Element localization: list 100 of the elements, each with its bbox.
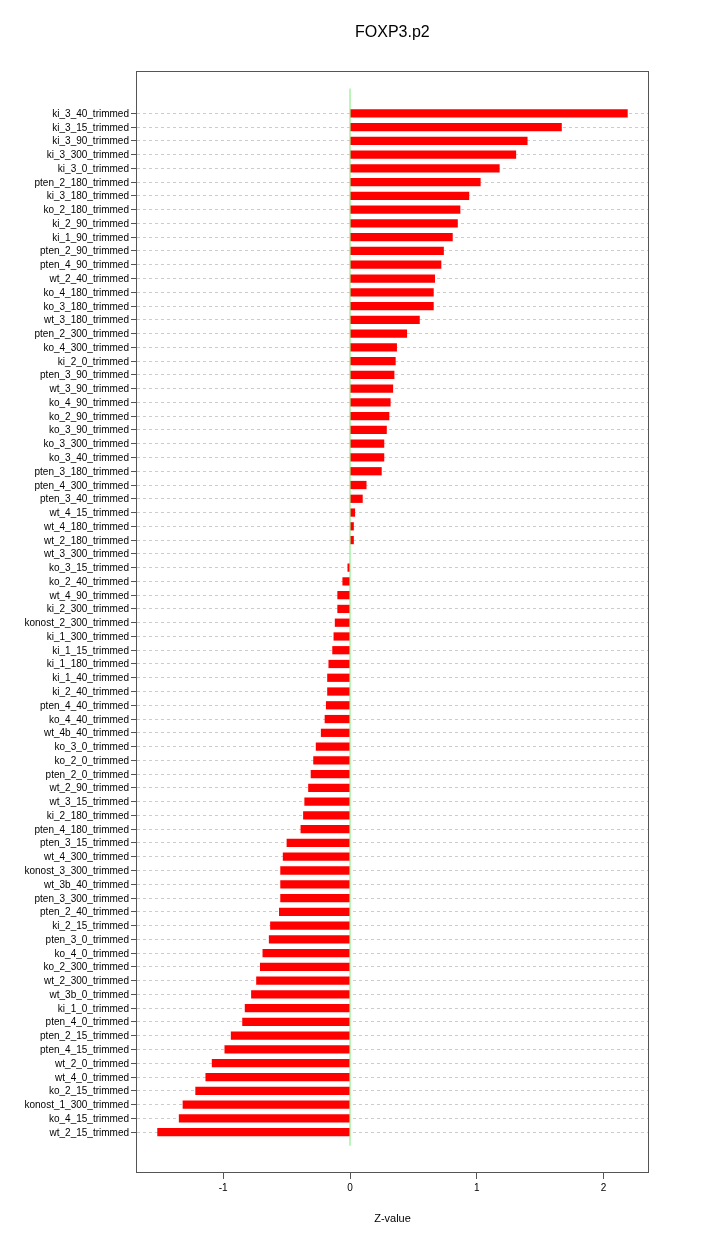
bar [280,893,351,903]
bar [350,178,481,187]
bar [350,329,408,338]
bar [280,866,351,875]
y-tick-label: konost_3_300_trimmed [24,865,129,876]
bar [224,1045,351,1054]
bar [303,811,351,820]
y-tick-label: pten_2_90_trimmed [40,245,129,257]
y-tick-label: ko_2_300_trimmed [43,961,129,973]
y-tick-label: ki_2_40_trimmed [52,686,129,698]
y-tick-label: wt_4b_40_trimmed [42,727,129,739]
y-tick-label: pten_3_180_trimmed [34,465,129,477]
bar [350,260,442,269]
y-tick-label: ko_3_300_trimmed [43,438,129,450]
bar [195,1086,351,1095]
bar [157,1127,351,1137]
y-tick-label: ko_4_90_trimmed [48,396,129,408]
y-tick-label: ki_1_300_trimmed [46,630,129,642]
chart-title: FOXP3.p2 [355,22,430,40]
bar [262,948,351,958]
y-tick-label: wt_3_180_trimmed [42,314,129,326]
bar [300,825,351,834]
y-tick-label: ko_4_15_trimmed [48,1112,129,1124]
bar [350,467,382,476]
y-tick-label: konost_1_300_trimmed [24,1099,129,1111]
bar [350,191,470,201]
bar [350,494,363,503]
bar [350,439,385,448]
y-tick-label: konost_2_300_trimmed [24,617,129,629]
y-tick-label: pten_2_0_trimmed [45,768,129,780]
y-tick-label: ki_3_0_trimmed [57,162,129,174]
bar [333,632,351,641]
y-tick-label: ki_2_0_trimmed [57,355,129,367]
bar [350,480,367,490]
bar [256,976,351,985]
bar [350,164,500,173]
x-tick-label: -1 [218,1182,229,1193]
bar [337,604,351,614]
bar [178,1114,351,1123]
y-tick-label: ki_1_90_trimmed [52,231,129,243]
x-tick-label: 0 [347,1182,354,1193]
bar [282,852,351,861]
bar [350,453,385,462]
bar [350,398,391,407]
y-tick-label: pten_3_90_trimmed [40,369,129,381]
y-tick-label: ko_4_180_trimmed [43,286,129,298]
bar [350,425,387,435]
y-tick-label: ko_3_0_trimmed [54,741,129,753]
y-tick-label: wt_2_300_trimmed [42,975,129,987]
y-tick-label: ko_3_90_trimmed [48,424,129,436]
bar [350,412,390,421]
bar [350,384,394,393]
y-tick-label: wt_3_90_trimmed [48,383,129,395]
bar [350,233,453,242]
bar [350,205,461,214]
bar [286,838,351,848]
bar [324,714,351,724]
y-tick-label: ko_3_15_trimmed [48,562,129,574]
bar [279,907,351,916]
y-tick-label: pten_2_180_trimmed [34,176,129,188]
y-tick-label: ki_2_90_trimmed [52,217,129,229]
y-tick-label: pten_4_90_trimmed [40,259,129,271]
y-tick-label: wt_3b_40_trimmed [42,878,129,890]
bar [270,921,351,930]
y-tick-label: ki_3_180_trimmed [46,190,129,202]
y-tick-label: pten_4_180_trimmed [34,823,129,835]
bar [308,783,351,793]
bar [328,659,351,669]
y-tick-label: pten_4_300_trimmed [34,479,129,491]
bar [327,687,351,696]
y-tick-label: pten_3_15_trimmed [40,837,129,849]
bar [350,109,628,118]
bar [320,728,351,737]
bar [350,150,517,159]
bar [350,246,444,256]
bar [244,1004,351,1013]
bar [350,315,420,324]
y-tick-label: ko_2_40_trimmed [48,575,129,587]
y-tick-label: ko_4_0_trimmed [54,947,129,959]
y-tick-label: pten_3_0_trimmed [45,933,129,945]
bar [337,591,351,600]
y-tick-label: wt_4_15_trimmed [48,507,129,519]
y-tick-label: pten_3_300_trimmed [34,892,129,904]
y-tick-label: wt_3_15_trimmed [48,796,129,808]
bar [350,343,397,352]
bar [350,274,435,283]
y-tick-label: ko_4_40_trimmed [48,713,129,725]
x-axis-title: Z-value [374,1212,411,1225]
bar [350,219,458,228]
y-tick-label: wt_2_0_trimmed [54,1057,129,1069]
bar [350,370,395,380]
y-tick-label: pten_4_15_trimmed [40,1043,129,1055]
y-tick-label: ko_3_40_trimmed [48,451,129,463]
y-tick-label: wt_2_90_trimmed [48,782,129,794]
y-tick-label: ki_3_15_trimmed [52,121,129,133]
y-tick-label: wt_4_180_trimmed [42,520,129,532]
y-tick-label: ki_1_180_trimmed [46,658,129,670]
bar [182,1100,351,1109]
y-tick-label: ko_3_180_trimmed [43,300,129,312]
y-tick-label: ki_2_180_trimmed [46,809,129,821]
